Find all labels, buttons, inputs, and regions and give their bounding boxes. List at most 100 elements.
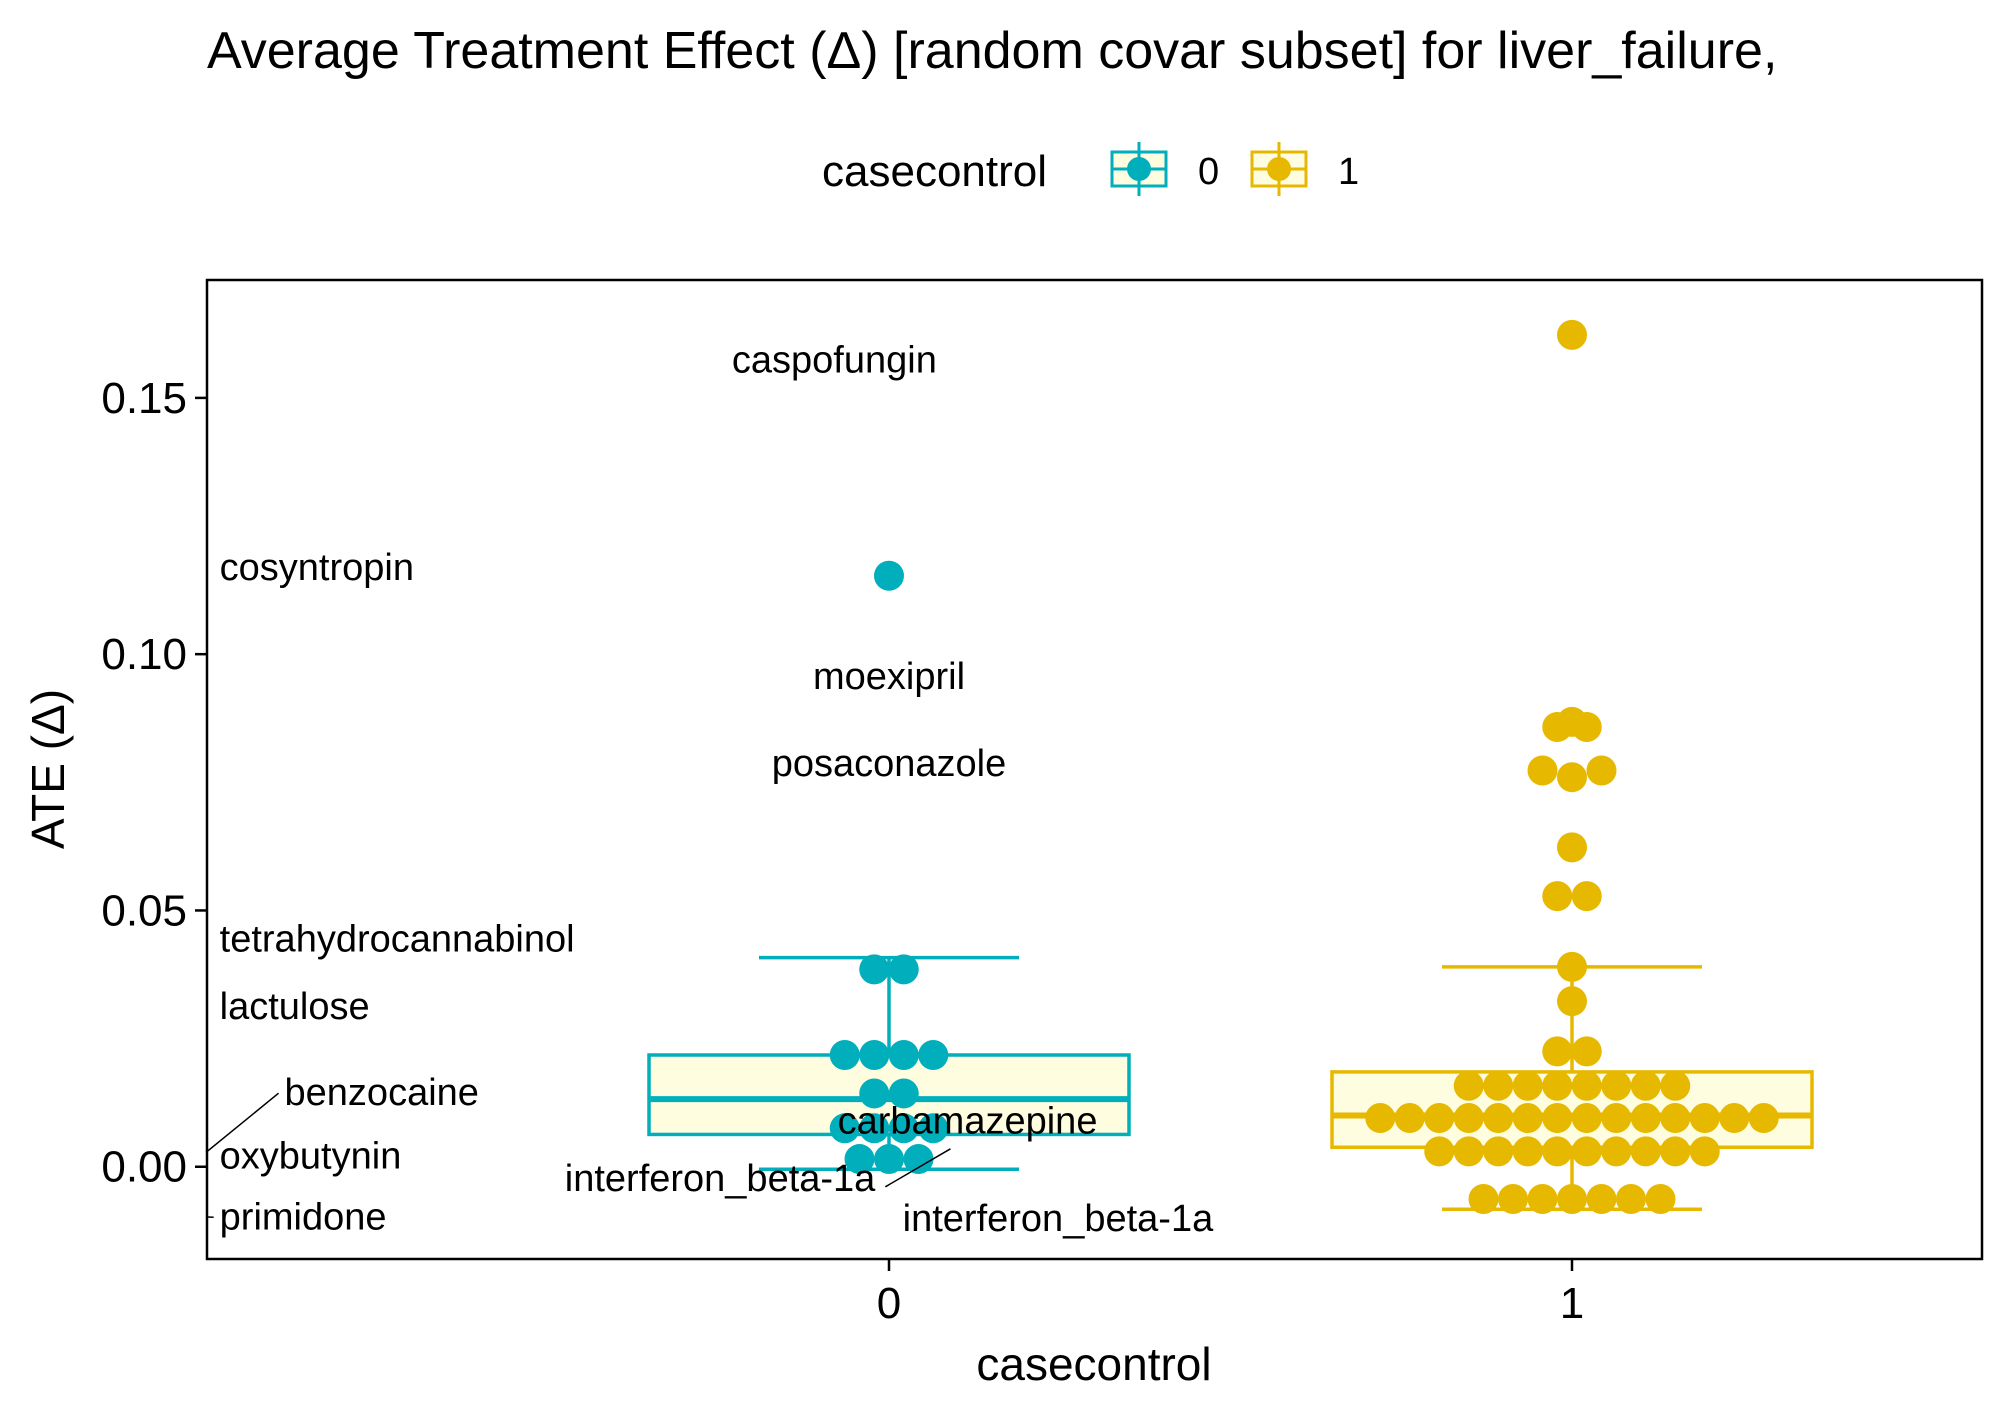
point-annotation: tetrahydrocannabinol [220,918,575,960]
annotation-label: interferon_beta-1a [565,1158,876,1200]
data-point-1 [1586,755,1617,786]
data-point-0 [888,1113,919,1144]
y-axis-title: ATE (Δ) [22,689,74,849]
data-point-1 [1542,1070,1573,1101]
legend-key-dot [1267,157,1291,181]
data-point-1 [1660,1070,1691,1101]
point-annotation: benzocaine [205,1072,479,1153]
data-point-0 [874,560,904,591]
data-point-1 [1542,1036,1573,1067]
x-tick-label: 0 [877,1279,901,1328]
data-point-1 [1630,1070,1661,1101]
data-point-1 [1394,1103,1425,1134]
data-point-0 [918,1039,949,1070]
data-point-1 [1365,1103,1396,1134]
data-point-1 [1498,1184,1528,1215]
data-point-1 [1571,1103,1602,1134]
data-point-0 [859,1113,890,1144]
data-point-1 [1453,1070,1484,1101]
annotation-label: moexipril [813,656,965,698]
data-point-0 [829,1113,860,1144]
data-point-1 [1719,1103,1750,1134]
point-annotation: cosyntropin [220,547,414,589]
x-axis-title: casecontrol [976,1338,1211,1390]
data-point-1 [1542,881,1573,912]
data-point-1 [1571,881,1602,912]
data-point-0 [859,954,890,985]
data-point-1 [1542,1136,1573,1167]
data-point-1 [1616,1184,1646,1215]
legend-label: 0 [1198,151,1219,193]
data-point-1 [1689,1103,1720,1134]
annotation-label: posaconazole [772,743,1007,785]
annotation-label: benzocaine [285,1072,479,1114]
data-point-1 [1483,1136,1514,1167]
data-point-1 [1483,1070,1514,1101]
data-point-1 [1557,986,1587,1017]
annotation-label: oxybutynin [220,1135,402,1177]
data-point-0 [888,954,919,985]
data-point-1 [1645,1184,1676,1215]
points [829,319,1779,1215]
data-point-1 [1468,1184,1499,1215]
legend-label: 1 [1338,151,1359,193]
point-annotation: moexipril [813,656,965,698]
data-point-1 [1748,1103,1779,1134]
data-point-1 [1512,1103,1543,1134]
data-point-1 [1512,1136,1543,1167]
data-point-1 [1557,951,1587,982]
data-point-0 [888,1039,919,1070]
data-point-1 [1660,1136,1691,1167]
point-annotation: carbamazepine [838,1100,1098,1142]
annotation-leader-line [205,1092,280,1153]
x-tick-label: 1 [1560,1279,1584,1328]
legend-title: casecontrol [822,147,1047,196]
annotation-label: carbamazepine [838,1100,1098,1142]
data-point-1 [1424,1103,1455,1134]
annotation-label: interferon_beta-1a [903,1198,1214,1240]
point-annotation: oxybutynin [220,1135,402,1177]
data-point-1 [1527,755,1558,786]
data-point-1 [1601,1103,1632,1134]
data-point-1 [1660,1103,1691,1134]
point-annotation: interferon_beta-1a [903,1198,1214,1240]
data-point-1 [1512,1070,1543,1101]
data-point-1 [1557,762,1587,793]
chart-title: Average Treatment Effect (Δ) [random cov… [207,22,1777,80]
data-point-1 [1571,1070,1602,1101]
annotation-label: lactulose [220,986,370,1028]
data-point-1 [1483,1103,1514,1134]
data-point-1 [1424,1136,1455,1167]
data-point-0 [918,1113,949,1144]
data-point-0 [903,1144,934,1175]
data-point-1 [1557,832,1587,863]
point-annotation: posaconazole [772,743,1007,785]
data-point-1 [1586,1184,1617,1215]
data-point-1 [1630,1136,1661,1167]
annotation-label: caspofungin [732,339,937,381]
point-annotation: interferon_beta-1a [565,1148,951,1200]
data-point-1 [1527,1184,1558,1215]
data-point-0 [829,1039,860,1070]
data-point-0 [874,1144,904,1175]
data-point-0 [888,1078,919,1109]
y-tick-label: 0.05 [101,886,187,935]
point-annotation: primidone [208,1196,387,1238]
point-annotation: lactulose [220,986,370,1028]
data-point-1 [1601,1136,1632,1167]
legend-entry-1: 1 [1250,142,1359,196]
point-annotation: caspofungin [732,339,937,381]
plot-panel [205,278,1984,1261]
data-point-0 [859,1039,890,1070]
data-point-1 [1542,1103,1573,1134]
annotation-label: cosyntropin [220,547,414,589]
data-point-1 [1557,319,1587,350]
data-point-1 [1557,706,1587,737]
data-point-0 [844,1144,875,1175]
data-point-0 [859,1078,890,1109]
data-point-1 [1571,1036,1602,1067]
annotation-label: tetrahydrocannabinol [220,918,575,960]
